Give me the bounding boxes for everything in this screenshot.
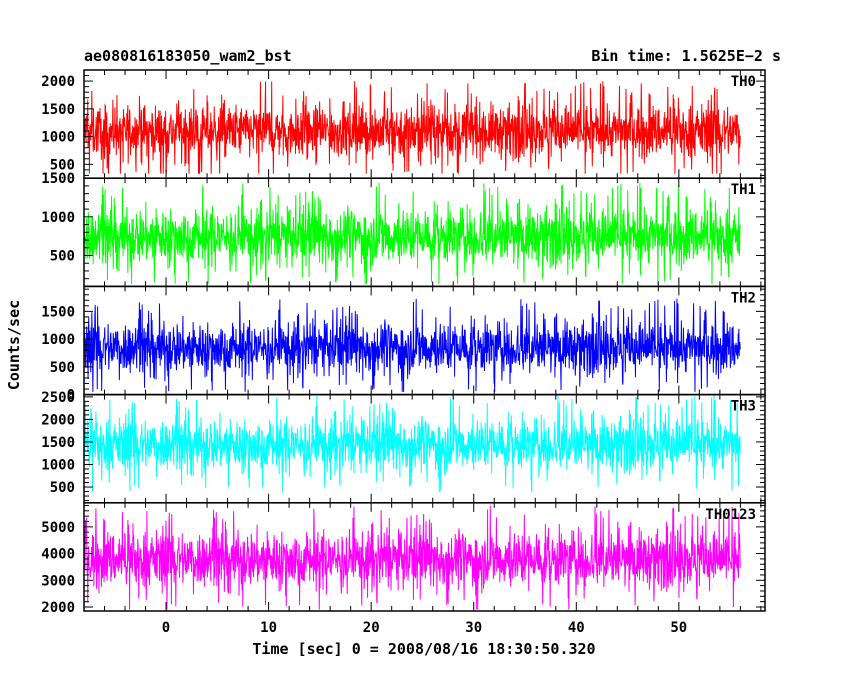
series-label-th0: TH0	[731, 74, 756, 90]
y-tick-label: 1500	[41, 171, 75, 187]
panel-th2: 0 500 1000 1500 TH2	[41, 285, 766, 404]
y-tick-label: 3000	[41, 573, 75, 589]
y-axis-label: Counts/sec	[5, 300, 23, 390]
series-line-th0123	[83, 506, 741, 610]
y-tick-label: 1500	[41, 102, 75, 118]
y-tick-label: 1500	[41, 304, 75, 320]
series-label-th3: TH3	[731, 399, 756, 415]
panels-group: 500 1000 1500 2000 TH0 500 1000 1500 TH1 0 500 1000…	[41, 69, 766, 616]
y-tick-label: 1000	[41, 332, 75, 348]
x-tick-label: 20	[363, 620, 380, 636]
y-tick-label: 1500	[41, 435, 75, 451]
chart-title: ae080816183050_wam2_bst	[84, 47, 292, 65]
series-label-th1: TH1	[731, 182, 756, 198]
series-label-th2: TH2	[731, 290, 756, 306]
y-tick-label: 500	[50, 480, 75, 496]
panel-th3: 500 1000 1500 2000 2500 TH3	[41, 390, 766, 504]
series-line-th1	[83, 182, 741, 285]
y-tick-label: 0	[67, 388, 75, 404]
y-tick-label: 500	[50, 157, 75, 173]
panel-th0: 500 1000 1500 2000 TH0	[41, 69, 766, 179]
x-tick-label: 50	[670, 620, 687, 636]
x-tick-label: 0	[162, 620, 170, 636]
series-label-th0123: TH0123	[705, 507, 756, 523]
y-tick-label: 1000	[41, 210, 75, 226]
series-line-th3	[83, 395, 741, 493]
y-tick-label: 2000	[41, 74, 75, 90]
y-tick-label: 500	[50, 360, 75, 376]
panel-th0123: 2000 3000 4000 5000 TH0123	[41, 502, 766, 616]
panel-frame	[83, 502, 766, 612]
series-line-th0	[83, 81, 741, 174]
y-tick-label: 500	[50, 249, 75, 265]
y-tick-label: 2000	[41, 600, 75, 616]
x-tick-label: 40	[568, 620, 585, 636]
x-tick-label: 30	[465, 620, 482, 636]
series-line-th2	[83, 298, 741, 392]
y-tick-label: 1000	[41, 458, 75, 474]
y-tick-label: 5000	[41, 520, 75, 536]
y-tick-label: 2000	[41, 412, 75, 428]
x-tick-label: 10	[260, 620, 277, 636]
y-tick-label: 4000	[41, 547, 75, 563]
x-axis: 0 10 20 30 40 50	[162, 620, 687, 636]
panel-th1: 500 1000 1500 TH1	[41, 171, 766, 288]
x-axis-label: Time [sec] 0 = 2008/08/16 18:30:50.320	[252, 640, 595, 658]
y-tick-label: 1000	[41, 130, 75, 146]
bin-time-label: Bin time: 1.5625E−2 s	[591, 47, 781, 65]
y-tick-label: 2500	[41, 390, 75, 406]
